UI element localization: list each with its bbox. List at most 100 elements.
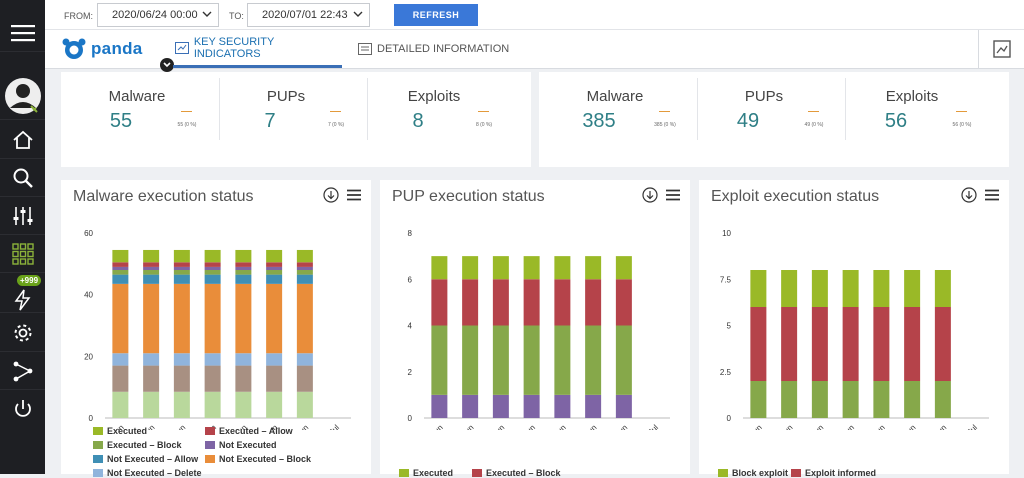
sidebar-item-network[interactable] [0,352,45,390]
bar-segment[interactable] [143,353,160,366]
bar-segment[interactable] [266,365,283,392]
bar-segment[interactable] [112,274,129,284]
bar-segment[interactable] [842,307,859,381]
to-date-select[interactable]: 2020/07/01 22:43 [247,3,370,27]
bar-segment[interactable] [873,307,890,381]
bar-segment[interactable] [523,325,540,395]
bar-segment[interactable] [235,391,252,418]
bar-segment[interactable] [112,249,129,263]
bar-segment[interactable] [112,266,129,270]
bar-segment[interactable] [266,249,283,263]
bar-segment[interactable] [431,394,448,418]
bar-segment[interactable] [781,307,798,381]
bar-segment[interactable] [266,274,283,284]
bar-segment[interactable] [143,283,160,354]
sidebar-item-dashboard[interactable] [0,235,45,273]
legend-item[interactable]: Executed [93,426,147,436]
bar-segment[interactable] [112,353,129,366]
bar-segment[interactable] [143,274,160,284]
bar-segment[interactable] [235,274,252,284]
bar-segment[interactable] [781,270,798,307]
bar-segment[interactable] [235,365,252,392]
bar-segment[interactable] [173,266,190,270]
download-icon[interactable] [642,187,658,203]
bar-segment[interactable] [235,262,252,267]
legend-item[interactable]: Executed [399,468,453,478]
tab-key-security-indicators[interactable]: KEY SECURITY INDICATORS [173,30,342,68]
bar-segment[interactable] [811,270,828,307]
bar-segment[interactable] [750,381,767,418]
bar-segment[interactable] [934,270,951,307]
bar-segment[interactable] [266,391,283,418]
bar-segment[interactable] [554,256,571,280]
bar-segment[interactable] [143,249,160,263]
bar-segment[interactable] [523,394,540,418]
bar-segment[interactable] [492,325,509,395]
legend-item[interactable]: Not Executed – Delete [93,468,202,478]
from-date-select[interactable]: 2020/06/24 00:00 [97,3,219,27]
bar-segment[interactable] [431,279,448,326]
bar-segment[interactable] [296,266,313,270]
bar-segment[interactable] [523,256,540,280]
bar-segment[interactable] [296,270,313,275]
bar-segment[interactable] [873,381,890,418]
bar-segment[interactable] [842,381,859,418]
legend-item[interactable]: Executed – Allow [205,426,293,436]
legend-item[interactable]: Exploit informed [791,468,876,478]
report-button[interactable] [978,30,1024,68]
bar-segment[interactable] [173,365,190,392]
bar-segment[interactable] [204,365,221,392]
user-avatar[interactable] [0,70,45,120]
bar-segment[interactable] [781,381,798,418]
bar-segment[interactable] [173,262,190,267]
bar-segment[interactable] [112,270,129,275]
bar-segment[interactable] [296,365,313,392]
bar-segment[interactable] [266,266,283,270]
bar-segment[interactable] [492,256,509,280]
legend-item[interactable]: Executed – Block [472,468,561,478]
bar-segment[interactable] [204,266,221,270]
bar-segment[interactable] [554,279,571,326]
bar-segment[interactable] [462,325,479,395]
bar-segment[interactable] [204,353,221,366]
legend-item[interactable]: Executed – Block [93,440,182,450]
bar-segment[interactable] [235,270,252,275]
sidebar-item-settings[interactable] [0,314,45,352]
bar-segment[interactable] [235,353,252,366]
hamburger-menu-icon[interactable] [985,189,999,201]
bar-segment[interactable] [204,249,221,263]
bar-segment[interactable] [585,279,602,326]
bar-segment[interactable] [266,283,283,354]
bar-segment[interactable] [585,325,602,395]
bar-segment[interactable] [112,391,129,418]
sidebar-item-home[interactable] [0,121,45,159]
bar-segment[interactable] [173,283,190,354]
bar-segment[interactable] [431,256,448,280]
bar-segment[interactable] [266,353,283,366]
sidebar-item-alerts[interactable]: +999 [0,273,45,313]
bar-segment[interactable] [615,394,632,418]
bar-segment[interactable] [296,353,313,366]
bar-segment[interactable] [296,249,313,263]
bar-segment[interactable] [750,307,767,381]
bar-segment[interactable] [934,381,951,418]
bar-segment[interactable] [112,283,129,354]
hamburger-menu-icon[interactable] [347,189,361,201]
download-icon[interactable] [323,187,339,203]
bar-segment[interactable] [523,279,540,326]
bar-segment[interactable] [296,262,313,267]
download-icon[interactable] [961,187,977,203]
bar-segment[interactable] [750,270,767,307]
bar-segment[interactable] [615,256,632,280]
bar-segment[interactable] [143,266,160,270]
bar-segment[interactable] [811,381,828,418]
legend-item[interactable]: Block exploit [718,468,788,478]
bar-segment[interactable] [173,353,190,366]
bar-segment[interactable] [934,307,951,381]
bar-segment[interactable] [462,394,479,418]
bar-segment[interactable] [173,270,190,275]
legend-item[interactable]: Not Executed [205,440,277,450]
hamburger-menu-icon[interactable] [666,189,680,201]
bar-segment[interactable] [204,270,221,275]
bar-segment[interactable] [143,262,160,267]
